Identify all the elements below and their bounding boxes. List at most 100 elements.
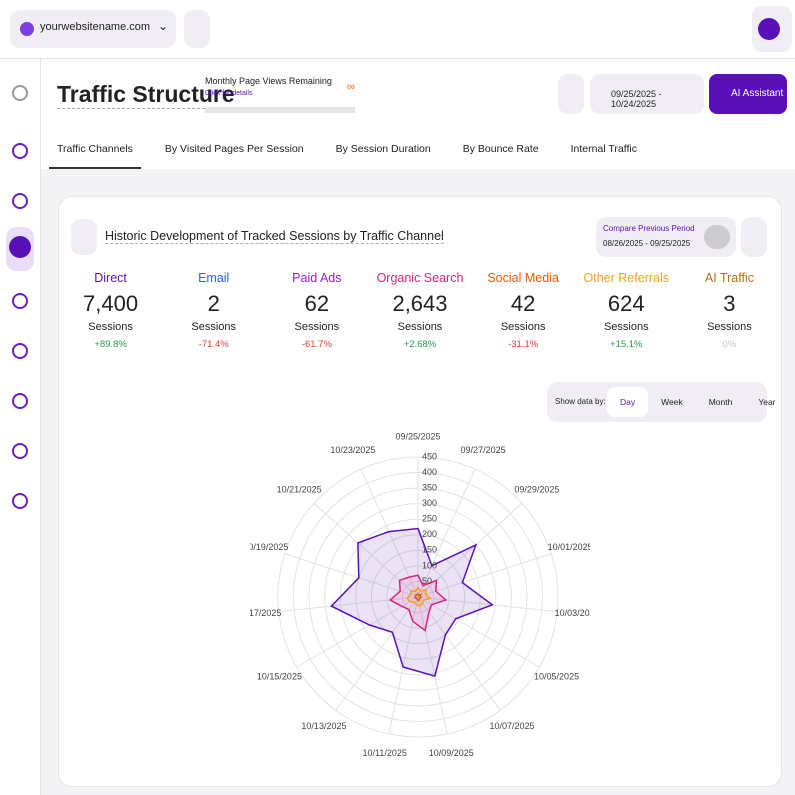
radial-tick-label: 300 — [422, 498, 437, 508]
stat-unit: Sessions — [397, 321, 443, 333]
angle-label: 10/15/2025 — [257, 671, 302, 681]
stat-change: 0% — [722, 339, 737, 350]
stat: Social Media 42 Sessions -31.1% — [472, 271, 575, 350]
angle-label: 10/05/2025 — [534, 671, 579, 681]
stat-unit: Sessions — [88, 321, 133, 333]
spoke — [417, 596, 448, 735]
compare-range: 08/26/2025 - 09/25/2025 — [603, 239, 691, 248]
stat-value: 2,643 — [392, 291, 448, 316]
avatar — [758, 18, 780, 40]
angle-label: 10/11/2025 — [363, 748, 407, 758]
spoke — [313, 502, 419, 598]
angle-label: 10/21/2025 — [277, 484, 322, 494]
radial-tick-label: 450 — [422, 451, 437, 461]
stat-value: 7,400 — [83, 291, 139, 316]
radar-area — [413, 592, 423, 602]
spoke — [417, 553, 552, 598]
toggle[interactable] — [704, 225, 730, 249]
quota-label: Monthly Page Views Remaining — [205, 76, 332, 86]
nav-icon[interactable] — [12, 85, 28, 101]
ai-label: AI Assistant — [731, 88, 784, 99]
card-title: Historic Development of Tracked Sessions… — [105, 229, 444, 244]
refresh[interactable] — [558, 74, 584, 114]
stat: Direct 7,400 Sessions +89.8% — [59, 271, 162, 350]
angle-label: 10/19/2025 — [250, 542, 288, 552]
radial-tick-label: 400 — [422, 467, 437, 477]
angle-label: 09/29/2025 — [514, 484, 559, 494]
angle-label: 10/13/2025 — [301, 721, 346, 731]
nav-icon[interactable] — [12, 443, 28, 459]
nav-icon[interactable] — [12, 393, 28, 409]
nav-icon[interactable] — [12, 193, 28, 209]
show-by-option[interactable]: Month — [708, 397, 733, 407]
topbar: yourwebsitename.com ⌄ — [0, 0, 795, 59]
open-site[interactable] — [184, 10, 210, 48]
stat: Paid Ads 62 Sessions -61.7% — [265, 271, 368, 350]
stats: Direct 7,400 Sessions +89.8% Email 2 Sessions -… — [59, 271, 781, 350]
radial-tick-label: 350 — [422, 482, 437, 492]
tab[interactable]: By Visited Pages Per Session — [164, 143, 304, 155]
tab[interactable]: Traffic Channels — [49, 139, 141, 169]
quota-value: ∞ — [347, 81, 355, 93]
date-picker[interactable]: 09/25/2025 - 10/24/2025 — [590, 74, 704, 114]
stat-name: Social Media — [487, 271, 559, 285]
stat-value: 42 — [510, 291, 536, 316]
stat: Other Referrals 624 Sessions +15.1% — [575, 271, 678, 350]
stat-name: Paid Ads — [292, 271, 342, 285]
nav-icon[interactable] — [12, 293, 28, 309]
radar-area — [406, 586, 433, 608]
spoke — [417, 468, 476, 598]
nav-icon[interactable] — [12, 143, 28, 159]
compare[interactable]: Compare Previous Period 08/26/2025 - 09/… — [596, 217, 736, 257]
radial-tick-label: 100 — [422, 560, 437, 570]
site-select[interactable]: yourwebsitename.com ⌄ — [10, 10, 176, 48]
angle-label: 10/09/2025 — [429, 748, 474, 758]
angle-label: 10/23/2025 — [330, 445, 375, 455]
tab[interactable]: Internal Traffic — [570, 143, 637, 155]
stat-unit: Sessions — [294, 321, 340, 333]
page-title: Traffic Structure — [57, 81, 235, 109]
show-by-option[interactable]: Week — [661, 397, 683, 407]
stat-name: AI Traffic — [704, 271, 754, 285]
show-by-label: Show data by: — [555, 397, 606, 406]
stat-unit: Sessions — [603, 321, 649, 333]
spoke — [335, 596, 419, 711]
profile[interactable] — [752, 6, 792, 52]
tab[interactable]: By Bounce Rate — [462, 143, 539, 155]
stat-change: +15.1% — [610, 339, 643, 350]
stat-change: -71.4% — [198, 339, 229, 350]
radial-tick-label: 200 — [422, 529, 437, 539]
quota-link[interactable]: Click for details — [205, 90, 253, 97]
radar-area — [388, 574, 448, 632]
spoke — [417, 596, 540, 668]
stat-change: -61.7% — [301, 339, 332, 350]
stat-change: -31.1% — [508, 339, 539, 350]
angle-label: 10/07/2025 — [490, 721, 535, 731]
filter[interactable] — [741, 217, 767, 257]
card-icon — [71, 219, 97, 255]
ai-button[interactable]: AI Assistant — [709, 74, 787, 114]
spoke — [417, 596, 558, 613]
stat-unit: Sessions — [707, 321, 752, 333]
stat-unit: Sessions — [191, 321, 237, 333]
stat: AI Traffic 3 Sessions 0% — [678, 271, 781, 350]
angle-label: 10/17/2025 — [250, 608, 281, 618]
chevron: ⌄ — [158, 19, 169, 33]
angle-label: 10/01/2025 — [548, 542, 590, 552]
header: Traffic Structure Monthly Page Views Rem… — [41, 59, 795, 169]
angle-label: 09/25/2025 — [395, 431, 440, 441]
radial-tick-label: 50 — [422, 576, 432, 586]
nav-icon[interactable] — [12, 493, 28, 509]
stat: Organic Search 2,643 Sessions +2.68% — [368, 271, 471, 350]
nav-active[interactable] — [6, 227, 34, 271]
show-by-option[interactable]: Year — [758, 397, 776, 407]
show-by-option[interactable]: Day — [607, 387, 649, 417]
spoke — [284, 553, 419, 598]
spoke — [388, 596, 419, 735]
tab[interactable]: By Session Duration — [335, 143, 431, 155]
show-by-options: Day Week Month Year — [607, 387, 789, 417]
nav-icon[interactable] — [12, 343, 28, 359]
stat: Email 2 Sessions -71.4% — [162, 271, 265, 350]
radial-tick-label: 150 — [422, 545, 437, 555]
